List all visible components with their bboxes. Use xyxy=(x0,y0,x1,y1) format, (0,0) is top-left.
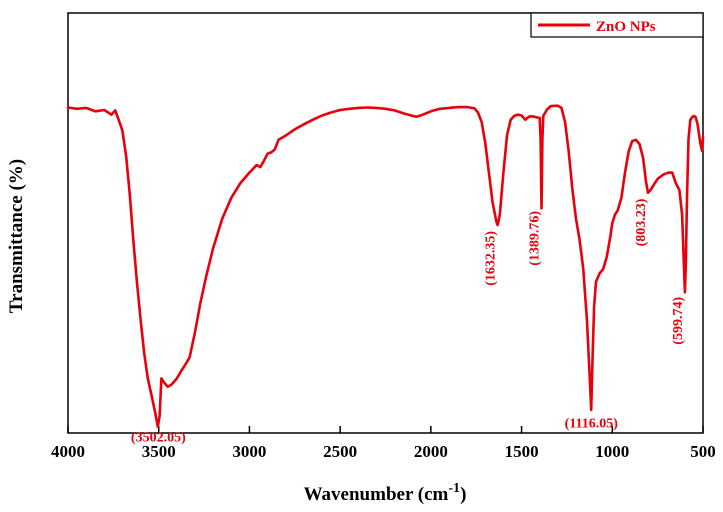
x-tick-label: 3500 xyxy=(142,442,176,461)
x-tick-label: 1500 xyxy=(505,442,539,461)
peak-label: (1116.05) xyxy=(565,417,619,432)
x-tick-label: 2000 xyxy=(414,442,448,461)
legend-label: ZnO NPs xyxy=(596,19,656,35)
x-tick-label: 4000 xyxy=(51,442,85,461)
x-axis-title: Wavenumber (cm-1) xyxy=(304,481,467,505)
legend: ZnO NPs xyxy=(530,12,704,38)
x-axis-title-superscript: -1 xyxy=(448,481,460,496)
series-line-zno-nps xyxy=(66,104,705,428)
x-tick-label: 1000 xyxy=(595,442,629,461)
plot-frame xyxy=(67,12,704,434)
peak-label: (3502.05) xyxy=(131,431,186,446)
x-tick-label: 500 xyxy=(690,442,716,461)
peak-label: (599.74) xyxy=(671,297,686,345)
y-axis-title: Transmittance (%) xyxy=(6,159,27,313)
peak-label: (1632.35) xyxy=(484,231,499,286)
x-tick-label: 2500 xyxy=(323,442,357,461)
x-axis-ticks xyxy=(67,426,704,433)
x-tick-label: 3000 xyxy=(232,442,266,461)
peak-label: (1389.76) xyxy=(528,211,543,266)
x-axis-tick-labels: 4000 3500 3000 2500 2000 1500 1000 500 xyxy=(51,442,716,461)
peak-annotations: (3502.05) (1632.35) (1389.76) (1116.05) (803… xyxy=(131,198,686,445)
x-axis-title-main: Wavenumber (cm xyxy=(304,484,449,505)
x-axis-title-close: ) xyxy=(460,484,466,505)
peak-label: (803.23) xyxy=(634,198,649,246)
